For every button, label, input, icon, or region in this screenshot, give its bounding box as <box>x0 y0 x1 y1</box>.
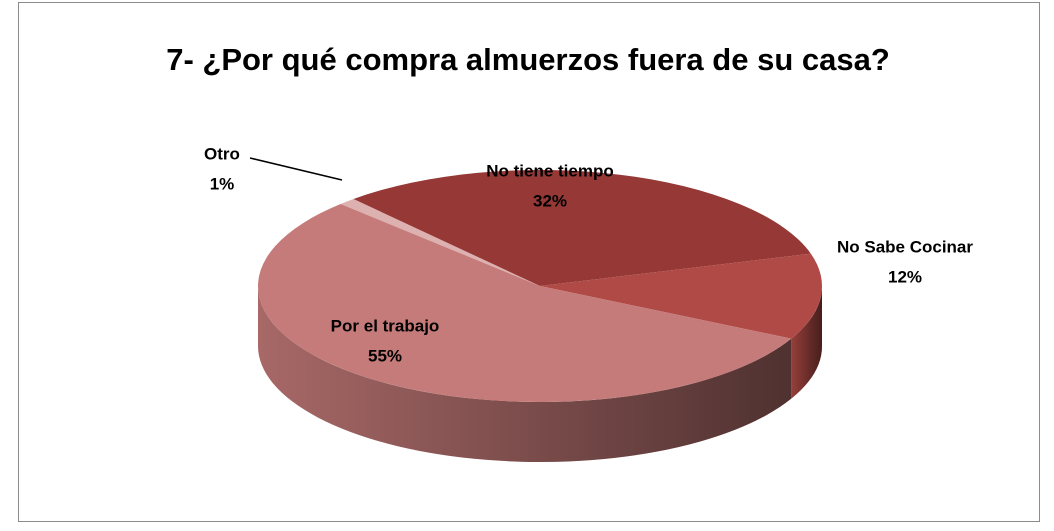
data-label: 1% <box>210 174 235 193</box>
data-label-name: Por el trabajo <box>331 316 440 335</box>
slice <box>257 203 792 403</box>
chart-title: 7- ¿Por qué compra almuerzos fuera de su… <box>166 42 890 77</box>
data-label: 32% <box>533 191 567 210</box>
data-label-name: No tiene tiempo <box>486 161 614 180</box>
slice-side-shade <box>258 286 792 462</box>
data-label: 12% <box>888 267 922 286</box>
slice-side-shade <box>791 286 822 399</box>
slice <box>353 170 811 286</box>
data-label-name: Otro <box>204 144 240 163</box>
slice <box>340 198 540 286</box>
leader-line <box>249 157 343 181</box>
data-label: 55% <box>368 346 402 365</box>
data-label-name: No Sabe Cocinar <box>837 237 973 256</box>
slice <box>540 253 822 339</box>
